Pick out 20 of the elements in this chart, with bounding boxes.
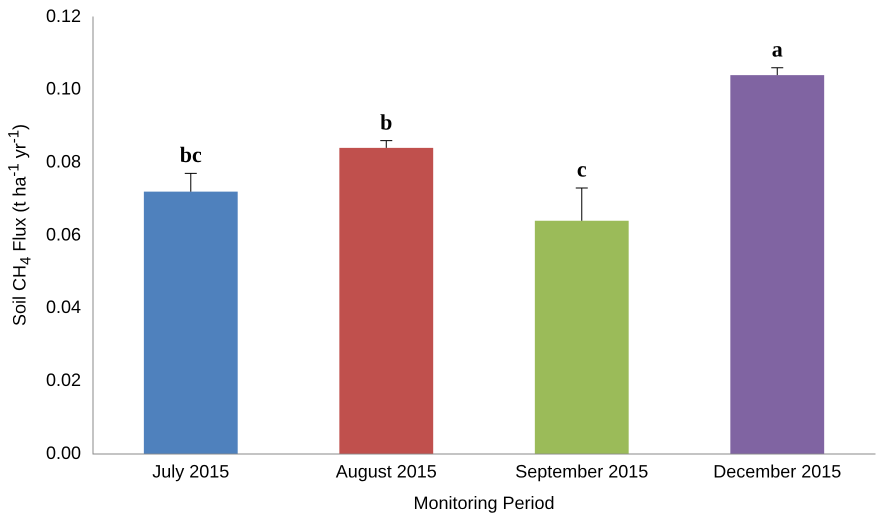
- x-tick-label: December 2015: [713, 462, 842, 482]
- y-tick-label: 0.12: [46, 6, 82, 26]
- annotation: c: [576, 156, 587, 182]
- bar: [144, 192, 238, 454]
- annotation: a: [772, 36, 783, 62]
- x-tick-label: August 2015: [336, 462, 437, 482]
- y-tick-label: 0.00: [46, 442, 82, 463]
- y-tick-label: 0.10: [46, 78, 82, 99]
- bar: [339, 148, 434, 454]
- y-tick-label: 0.04: [46, 297, 82, 318]
- annotation: b: [380, 109, 392, 134]
- x-tick-label: September 2015: [515, 462, 648, 482]
- y-tick-label: 0.06: [46, 224, 82, 244]
- bar: [730, 75, 824, 454]
- x-tick-label: July 2015: [152, 462, 230, 482]
- annotation: bc: [180, 142, 202, 168]
- bar: [534, 220, 629, 454]
- y-tick-label: 0.02: [46, 370, 82, 390]
- x-axis-title: Monitoring Period: [413, 493, 555, 514]
- y-tick-label: 0.08: [46, 151, 82, 172]
